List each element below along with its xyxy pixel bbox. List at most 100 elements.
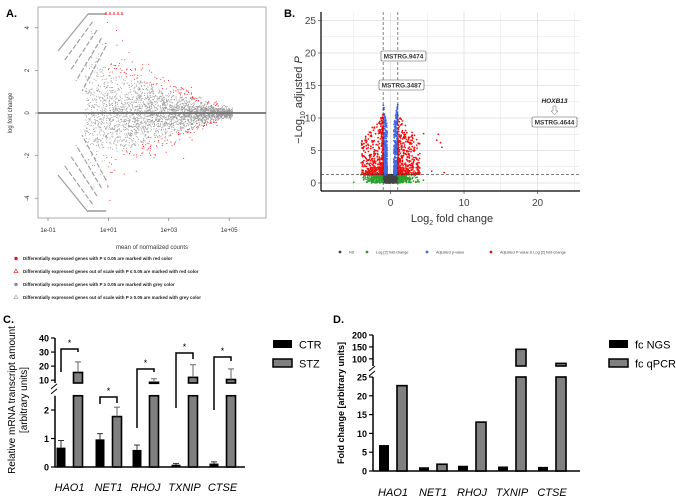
ma-point — [110, 91, 112, 93]
ma-point — [99, 125, 101, 127]
ma-point — [105, 155, 107, 156]
ma-point — [206, 109, 208, 111]
ma-point — [141, 86, 142, 87]
ma-point — [100, 111, 102, 113]
ma-point — [218, 115, 220, 117]
ma-point — [126, 140, 128, 142]
ma-point — [195, 114, 197, 116]
ma-point — [150, 92, 152, 93]
ma-point — [186, 100, 187, 102]
ma-point — [215, 118, 217, 119]
ma-point — [139, 97, 140, 99]
ma-point — [223, 114, 225, 116]
ma-point — [100, 68, 101, 70]
ma-point — [97, 126, 99, 128]
ma-point — [167, 117, 169, 119]
ma-point — [208, 109, 210, 111]
ma-point — [131, 126, 133, 128]
ma-point — [140, 75, 142, 77]
ma-point — [94, 119, 96, 121]
ma-point — [121, 124, 123, 126]
ma-point — [146, 128, 147, 130]
ma-point — [86, 78, 88, 80]
ma-point — [109, 128, 111, 130]
ma-point — [165, 117, 166, 118]
ma-point — [126, 137, 128, 138]
ma-point — [204, 119, 206, 120]
ma-point — [221, 116, 222, 118]
ma-point — [97, 141, 99, 143]
ma-point — [171, 106, 172, 108]
ma-point — [216, 103, 218, 105]
ma-point — [190, 121, 192, 123]
ma-point — [140, 122, 141, 123]
ma-point — [100, 134, 102, 136]
ma-point — [201, 119, 203, 120]
ma-point — [137, 114, 139, 116]
ma-point — [148, 100, 150, 102]
ma-point — [157, 114, 159, 115]
ma-point — [149, 107, 150, 109]
volcano-point — [373, 176, 375, 179]
ma-point — [118, 120, 120, 122]
ma-point — [151, 91, 153, 92]
ma-point — [171, 125, 173, 127]
ma-point — [209, 115, 210, 117]
ma-point — [173, 113, 175, 115]
ma-point — [168, 108, 170, 110]
ma-point — [183, 125, 184, 127]
ma-point — [191, 119, 193, 121]
ma-point — [125, 128, 127, 130]
ma-point — [171, 117, 173, 119]
volcano-point — [378, 176, 381, 179]
ma-point — [105, 91, 107, 93]
ma-point — [117, 113, 119, 115]
ma-point — [111, 156, 113, 158]
ma-point — [147, 115, 149, 117]
ma-point — [143, 129, 145, 131]
ma-point — [177, 101, 179, 103]
ma-point — [93, 122, 95, 124]
ma-point — [89, 36, 91, 38]
volcano-point — [410, 174, 413, 177]
volcano-point — [383, 169, 386, 172]
volcano-point — [365, 178, 368, 181]
ma-point — [141, 93, 143, 95]
ma-point — [115, 91, 117, 93]
ma-point — [155, 118, 157, 120]
ma-point — [152, 99, 153, 101]
ma-point — [164, 104, 166, 106]
ma-point — [204, 123, 206, 125]
ma-point — [168, 123, 170, 125]
ma-point — [88, 100, 89, 101]
ma-point — [180, 119, 182, 121]
ma-point — [93, 129, 94, 130]
ma-point — [106, 117, 108, 119]
ma-point — [102, 110, 104, 112]
ma-point — [109, 99, 110, 101]
ma-point — [197, 110, 199, 112]
ma-point — [192, 113, 194, 115]
ma-point — [88, 132, 90, 133]
ma-xtick-label: 1e+01 — [100, 228, 118, 234]
ma-point — [203, 113, 205, 115]
ma-point — [153, 99, 154, 101]
ma-point — [94, 98, 95, 100]
ma-point — [98, 116, 100, 118]
ma-point — [203, 110, 205, 112]
ma-point — [190, 87, 192, 88]
ma-point — [229, 111, 231, 113]
ma-point — [185, 103, 186, 105]
ma-point — [206, 107, 208, 109]
volcano-point — [373, 178, 375, 181]
ma-point — [142, 67, 144, 69]
ma-point — [162, 109, 164, 110]
volcano-point — [393, 128, 396, 131]
ma-point — [191, 92, 192, 94]
ma-point — [103, 155, 105, 156]
ma-point — [123, 173, 125, 175]
ma-fan-line — [63, 21, 93, 62]
ma-point — [88, 138, 90, 140]
ma-point — [193, 115, 195, 117]
ma-point — [199, 111, 201, 112]
